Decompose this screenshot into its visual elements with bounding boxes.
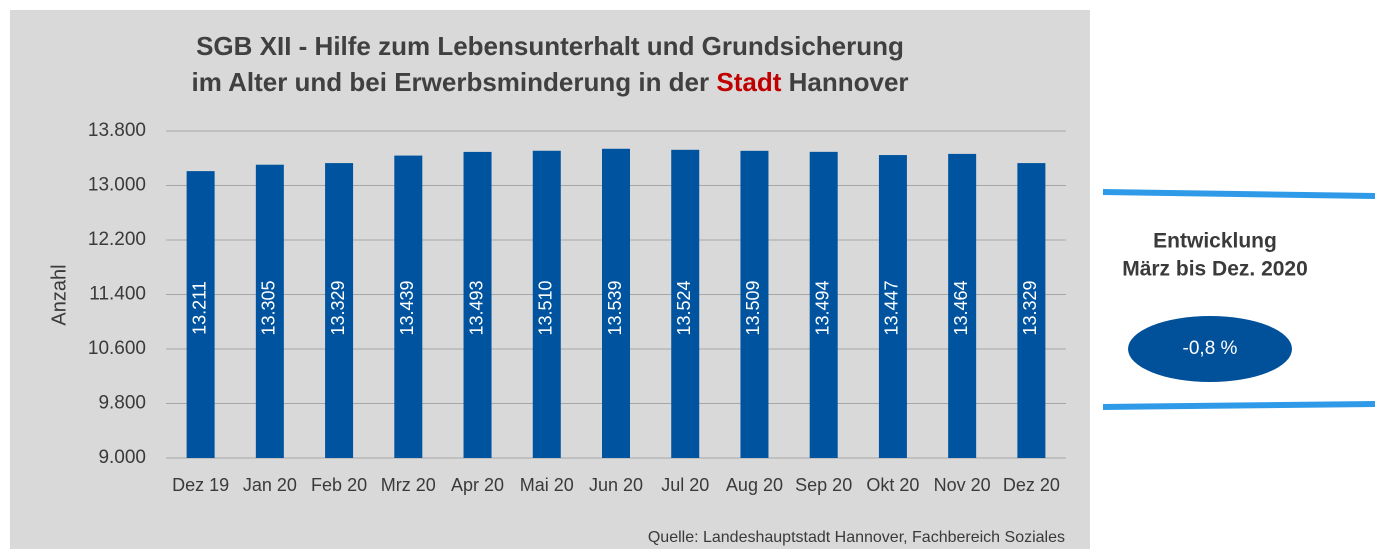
bar [255,164,284,459]
chart-title: im Alter und bei Erwerbsminderung in der… [191,67,908,97]
value-label: 13.510 [536,280,556,335]
y-tick-label: 10.600 [88,338,146,359]
y-tick-label: 11.400 [89,284,146,305]
value-label: 13.493 [466,280,486,335]
x-tick-label: Mai 20 [520,475,574,495]
chart-title: Hannover [789,67,909,97]
panel-title: Entwicklung [1153,230,1277,253]
y-tick-label: 13.000 [88,175,146,196]
bar [740,150,769,458]
bar [325,163,354,459]
badge [1128,316,1292,382]
value-label: 13.464 [951,280,971,335]
source: Quelle: Landeshauptstadt Hannover, Fachb… [648,529,1065,546]
x-tick-label: Sep 20 [795,475,852,495]
bar [878,155,907,458]
title-highlight: Stadt [716,67,781,97]
value-label: 13.494 [812,280,832,335]
x-tick-label: Mrz 20 [381,475,436,495]
bar [948,153,977,458]
y-tick-label: 13.800 [88,120,146,141]
x-tick-label: Okt 20 [866,475,919,495]
badge-label: -0,8 % [1183,338,1238,359]
value-label: 13.329 [1020,280,1040,335]
divider [1102,401,1375,410]
x-tick-label: Jun 20 [589,475,643,495]
x-tick-label: Feb 20 [311,475,367,495]
x-tick-label: Aug 20 [726,475,783,495]
x-tick-label: Dez 20 [1003,475,1060,495]
bar [809,151,838,458]
panel-title: März bis Dez. 2020 [1122,258,1308,281]
bar [186,171,215,459]
bar [602,148,630,458]
value-label: 13.305 [259,280,279,335]
bar [463,151,492,458]
y-axis-label: Anzahl [48,264,70,325]
value-label: 13.509 [743,280,763,335]
divider [1102,189,1375,199]
value-label: 13.439 [397,280,417,335]
y-tick-label: 12.200 [88,229,146,250]
x-tick-label: Nov 20 [934,475,991,495]
y-tick-label: 9.000 [98,447,146,468]
value-label: 13.524 [674,280,694,335]
chart-title: im Alter und bei Erwerbsminderung in der [191,67,709,97]
value-label: 13.539 [605,280,625,335]
chart-title: SGB XII - Hilfe zum Lebensunterhalt und … [196,31,904,61]
value-label: 13.211 [189,281,209,335]
bar [394,155,423,458]
y-tick-label: 9.800 [98,393,146,414]
x-tick-label: Jul 20 [661,475,709,495]
bar [1017,163,1046,459]
x-tick-label: Jan 20 [243,475,297,495]
x-tick-label: Apr 20 [451,475,504,495]
value-label: 13.329 [328,280,348,335]
value-label: 13.447 [882,280,902,335]
bar [671,149,700,459]
bar [532,150,561,458]
x-tick-label: Dez 19 [172,475,229,495]
